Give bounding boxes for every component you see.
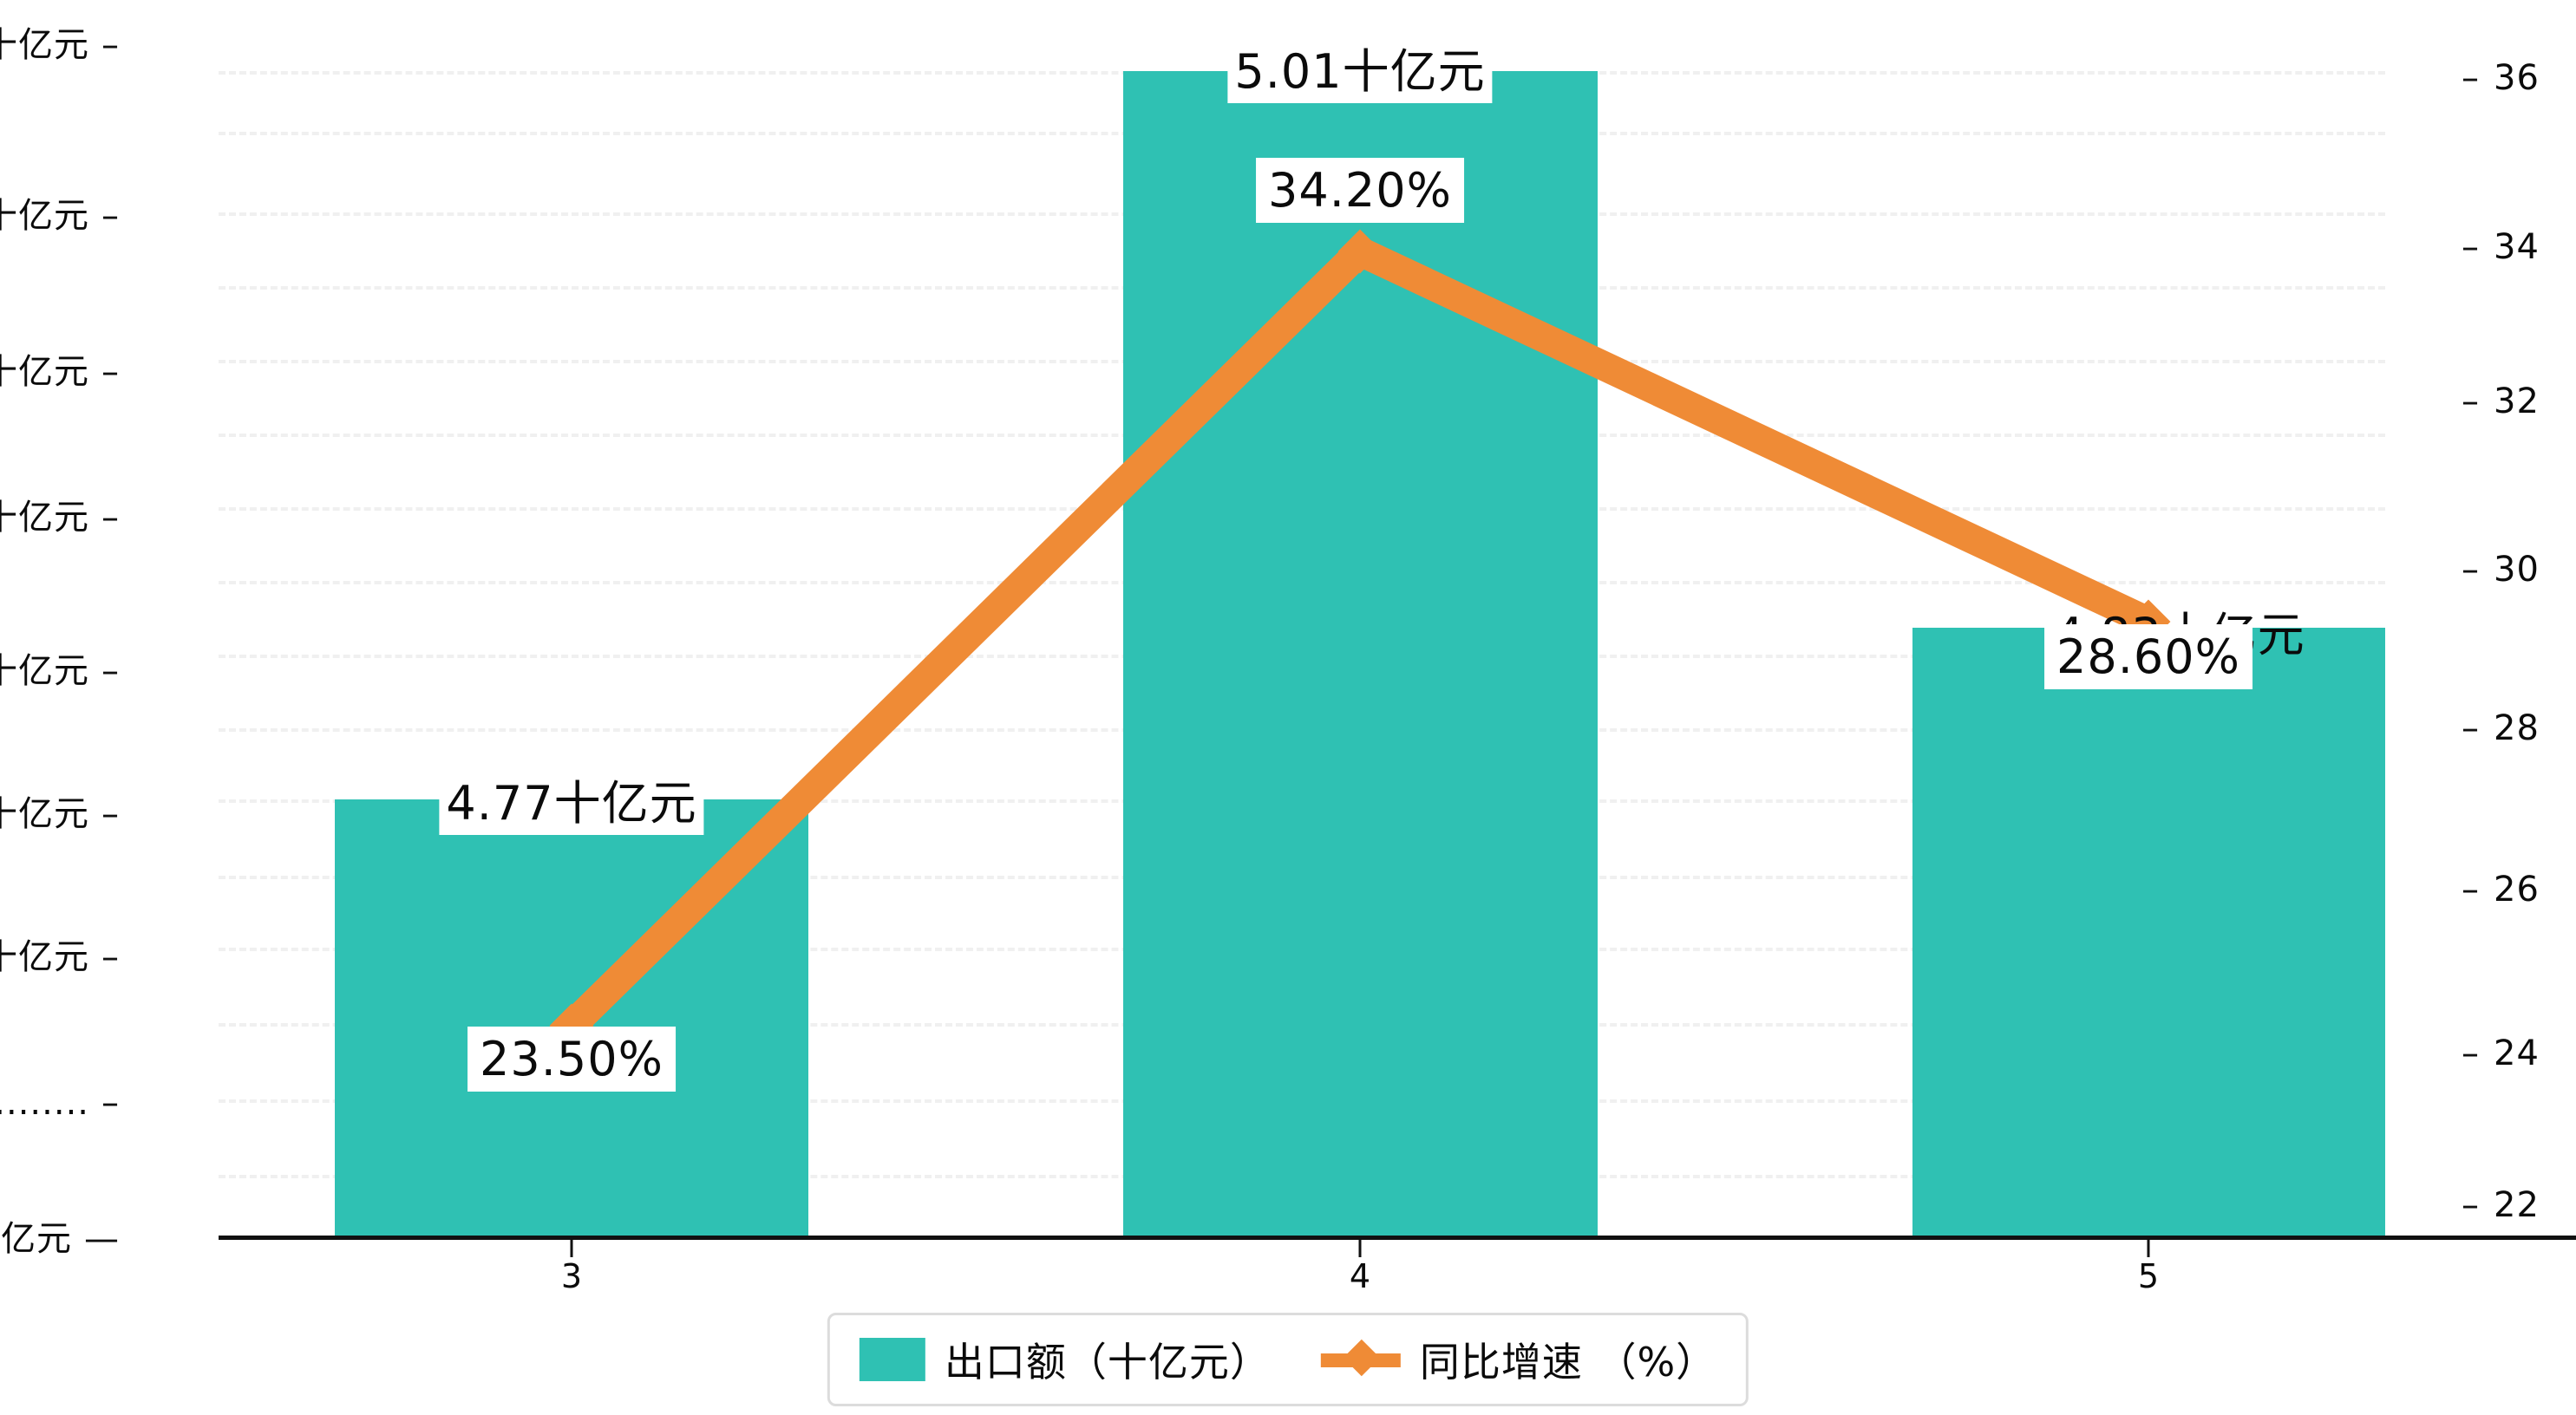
right-axis-tick-label: 26 — [2494, 870, 2540, 910]
bar-value-label-4: 5.01十亿元 — [1227, 31, 1493, 103]
right-axis-tick: –22 — [2462, 1185, 2540, 1225]
x-axis-tick-label-4: 4 — [1349, 1257, 1371, 1295]
legend-label-export-value: 出口额（十亿元） — [944, 1339, 1271, 1386]
legend-label-growth-rate: 同比增速 （%） — [1419, 1339, 1717, 1386]
tick-dash-icon: – — [101, 352, 120, 392]
x-axis-line — [219, 1236, 2576, 1240]
left-axis-tick: 5.01十亿元– — [0, 16, 120, 67]
tick-dash-icon: – — [101, 1083, 120, 1123]
right-axis-tick-label: 36 — [2494, 58, 2540, 98]
tick-dash-icon: – — [2462, 708, 2480, 748]
tick-dash-icon: – — [2462, 58, 2480, 98]
left-axis-tick-label: 5.01十亿元 — [0, 25, 89, 65]
right-axis-tick: –26 — [2462, 870, 2540, 910]
right-axis-tick: –24 — [2462, 1034, 2540, 1073]
left-axis-break-tick: .........– — [0, 1083, 120, 1123]
tick-dash-icon: – — [101, 196, 120, 236]
tick-dash-icon: – — [101, 498, 120, 538]
tick-dash-icon: – — [2462, 381, 2480, 421]
tick-dash-icon: – — [101, 651, 120, 691]
tick-dash-icon: – — [2462, 227, 2480, 267]
tick-dash-icon: – — [2462, 1185, 2480, 1225]
line-marker-point-2[interactable] — [1337, 229, 1383, 274]
left-axis-tick: 0十亿元 — — [0, 1210, 120, 1261]
x-tick-mark — [1358, 1240, 1362, 1257]
left-axis-tick-label: 4.73十亿元 — [0, 937, 89, 977]
x-tick-mark — [570, 1240, 573, 1257]
tick-dash-icon: — — [84, 1219, 120, 1259]
growth-label-3: 23.50% — [467, 1027, 676, 1092]
right-axis-tick-label: 22 — [2494, 1185, 2540, 1225]
left-axis-tick: 4.96十亿元– — [0, 187, 120, 238]
legend-item-export-value[interactable]: 出口额（十亿元） — [859, 1331, 1271, 1388]
tick-dash-icon: – — [2462, 550, 2480, 590]
x-axis-tick-label-3: 3 — [560, 1257, 583, 1295]
left-axis-tick-label: 4.87十亿元 — [0, 498, 89, 538]
right-axis-tick: –28 — [2462, 708, 2540, 748]
x-axis-tick-label-5: 5 — [2137, 1257, 2160, 1295]
left-axis-tick-label: 4.92十亿元 — [0, 352, 89, 392]
right-axis-tick: –32 — [2462, 381, 2540, 421]
growth-label-5: 28.60% — [2044, 624, 2252, 689]
left-axis-tick: 4.82十亿元– — [0, 642, 120, 693]
right-axis-tick-label: 28 — [2494, 708, 2540, 748]
left-axis-tick: 4.92十亿元– — [0, 343, 120, 394]
left-axis-break-label: ......... — [0, 1083, 89, 1123]
left-axis-tick: 4.87十亿元– — [0, 489, 120, 539]
right-axis-tick-label: 32 — [2494, 381, 2540, 421]
tick-dash-icon: – — [101, 794, 120, 834]
chart-legend: 出口额（十亿元） 同比增速 （%） — [827, 1313, 1749, 1406]
left-axis-tick-label: 4.96十亿元 — [0, 196, 89, 236]
x-tick-mark — [2147, 1240, 2150, 1257]
bar-value-label-3: 4.77十亿元 — [439, 763, 704, 835]
legend-square-icon — [859, 1338, 925, 1381]
right-axis-tick-label: 24 — [2494, 1034, 2540, 1073]
right-axis-tick-label: 34 — [2494, 227, 2540, 267]
tick-dash-icon: – — [2462, 1034, 2480, 1073]
legend-line-diamond-icon — [1320, 1338, 1401, 1381]
growth-label-4: 34.20% — [1256, 158, 1464, 223]
left-axis-tick-label: 0十亿元 — [0, 1219, 72, 1259]
tick-dash-icon: – — [2462, 870, 2480, 910]
right-axis-tick: –34 — [2462, 227, 2540, 267]
legend-item-growth-rate[interactable]: 同比增速 （%） — [1320, 1331, 1717, 1388]
left-axis-tick: 4.73十亿元– — [0, 929, 120, 979]
right-axis-tick: –30 — [2462, 550, 2540, 590]
tick-dash-icon: – — [101, 25, 120, 65]
bar-category-5[interactable] — [1912, 628, 2385, 1236]
left-axis-tick-label: 4.82十亿元 — [0, 651, 89, 691]
right-axis-tick-label: 30 — [2494, 550, 2540, 590]
right-axis-tick: –36 — [2462, 58, 2540, 98]
tick-dash-icon: – — [101, 937, 120, 977]
left-axis-tick: 4.77十亿元– — [0, 786, 120, 836]
left-axis-tick-label: 4.77十亿元 — [0, 794, 89, 834]
